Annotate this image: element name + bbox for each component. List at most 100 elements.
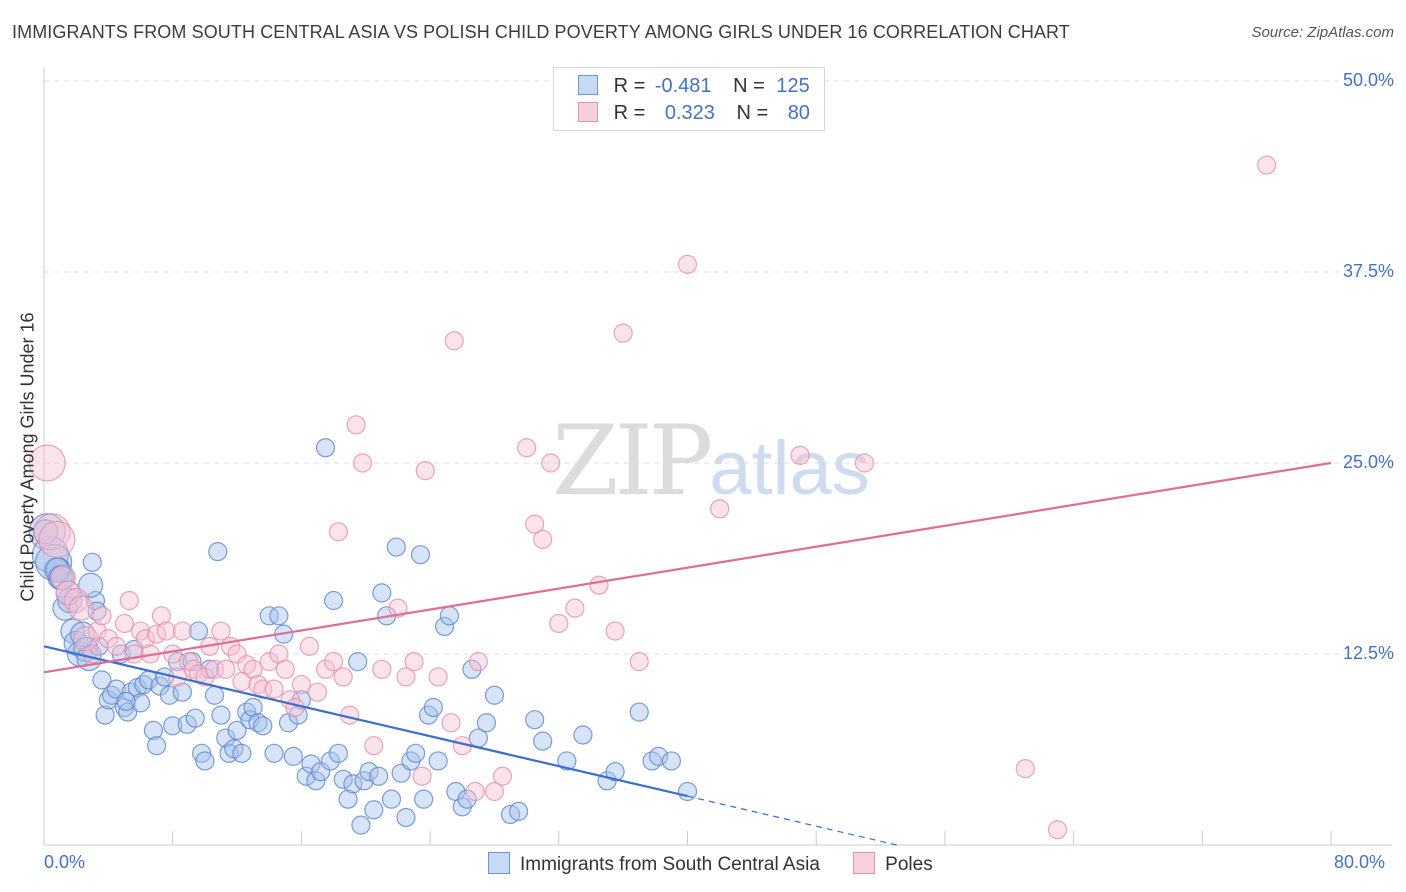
x-tick-label-max: 80.0% — [1334, 852, 1386, 872]
data-point-immigrants — [484, 685, 505, 705]
data-point-poles — [172, 621, 192, 641]
data-point-poles — [517, 438, 537, 458]
data-point-immigrants — [369, 766, 389, 786]
legend-r-label: R = — [613, 102, 646, 124]
data-point-immigrants — [386, 537, 406, 557]
data-point-poles — [404, 652, 424, 672]
data-point-immigrants — [320, 751, 340, 771]
data-point-poles — [629, 652, 649, 672]
data-point-poles — [275, 659, 295, 679]
data-point-immigrants — [211, 705, 231, 725]
data-point-immigrants — [434, 616, 455, 637]
data-point-immigrants — [311, 762, 331, 782]
data-point-immigrants — [315, 438, 336, 458]
data-point-poles — [299, 636, 320, 656]
data-point-immigrants — [605, 762, 625, 782]
data-point-immigrants — [296, 766, 316, 786]
data-point-poles — [38, 520, 76, 559]
legend-n-label: N = — [736, 102, 769, 124]
data-point-immigrants — [396, 807, 416, 828]
data-point-poles — [106, 636, 126, 656]
data-point-poles — [156, 621, 176, 641]
data-point-immigrants — [525, 710, 545, 730]
series-legend: Immigrants from South Central Asia Poles — [488, 852, 961, 876]
data-point-poles — [415, 461, 435, 481]
legend-label-immigrants: Immigrants from South Central Asia — [520, 854, 820, 875]
series-immigrants-points — [28, 438, 698, 835]
data-point-immigrants — [406, 743, 426, 763]
series-poles-points — [28, 155, 1277, 840]
data-point-poles — [163, 644, 183, 664]
legend-r-label: R = — [613, 75, 646, 97]
correlation-legend: R = -0.481 N = 125 R = 0.323 N = 80 — [553, 67, 825, 131]
data-point-poles — [677, 254, 698, 274]
data-point-immigrants — [333, 769, 353, 789]
data-point-poles — [151, 606, 172, 626]
legend-label-poles: Poles — [885, 854, 933, 875]
legend-item-immigrants[interactable]: Immigrants from South Central Asia — [488, 852, 820, 876]
legend-swatch-blue — [488, 852, 510, 874]
grid — [44, 80, 1392, 655]
data-point-immigrants — [283, 746, 303, 766]
data-point-poles — [315, 659, 336, 679]
data-point-poles — [204, 659, 225, 679]
data-point-immigrants — [348, 652, 368, 672]
data-point-immigrants — [557, 751, 577, 771]
data-point-poles — [372, 659, 392, 679]
data-point-poles — [119, 590, 139, 611]
data-point-poles — [1257, 155, 1277, 175]
data-point-poles — [541, 453, 561, 473]
data-point-poles — [216, 659, 236, 679]
data-point-immigrants — [116, 691, 136, 711]
trend-line-immigrants — [43, 645, 688, 798]
data-point-immigrants — [677, 781, 698, 802]
y-axis-label: Child Poverty Among Girls Under 16 — [17, 312, 38, 602]
data-point-poles — [328, 522, 349, 542]
data-point-immigrants — [95, 705, 115, 725]
data-point-immigrants — [661, 751, 682, 771]
data-point-immigrants — [573, 725, 593, 745]
data-point-poles — [352, 453, 373, 473]
legend-row-poles: R = 0.323 N = 80 — [578, 102, 810, 126]
data-point-immigrants — [208, 542, 228, 562]
data-point-immigrants — [204, 685, 225, 705]
data-point-immigrants — [372, 583, 392, 603]
data-point-immigrants — [147, 736, 167, 756]
data-point-immigrants — [172, 682, 192, 702]
data-point-immigrants — [264, 743, 284, 763]
data-point-immigrants — [259, 606, 279, 626]
data-point-immigrants — [253, 716, 273, 736]
data-point-poles — [710, 499, 730, 519]
y-tick-label: 25.0% — [1342, 452, 1394, 472]
data-point-immigrants — [359, 762, 379, 782]
data-point-immigrants — [188, 621, 209, 641]
data-point-poles — [441, 713, 461, 733]
watermark: ZIPatlas — [552, 405, 870, 517]
data-point-poles — [92, 606, 112, 626]
data-point-immigrants — [92, 670, 112, 690]
data-point-immigrants — [629, 702, 649, 722]
y-tick-label: 50.0% — [1342, 70, 1394, 90]
legend-n-label: N = — [733, 75, 765, 97]
source-label: Source: ZipAtlas.com — [1251, 24, 1394, 41]
data-point-immigrants — [323, 590, 344, 611]
data-point-immigrants — [232, 743, 252, 763]
legend-item-poles[interactable]: Poles — [853, 852, 933, 876]
data-point-poles — [428, 667, 448, 687]
axes — [43, 68, 1392, 846]
data-point-poles — [243, 659, 263, 679]
data-point-poles — [465, 781, 485, 802]
data-point-poles — [484, 781, 505, 802]
data-point-immigrants — [508, 801, 529, 821]
data-point-immigrants — [476, 713, 497, 733]
data-point-poles — [589, 575, 609, 595]
data-point-immigrants — [328, 743, 349, 763]
data-point-poles — [533, 529, 553, 550]
data-point-poles — [790, 445, 810, 465]
data-point-poles — [346, 415, 366, 435]
data-point-poles — [82, 644, 102, 664]
data-point-immigrants — [423, 697, 443, 718]
data-point-poles — [364, 736, 384, 756]
y-tick-label: 37.5% — [1342, 261, 1394, 281]
legend-swatch-pink — [853, 852, 876, 874]
